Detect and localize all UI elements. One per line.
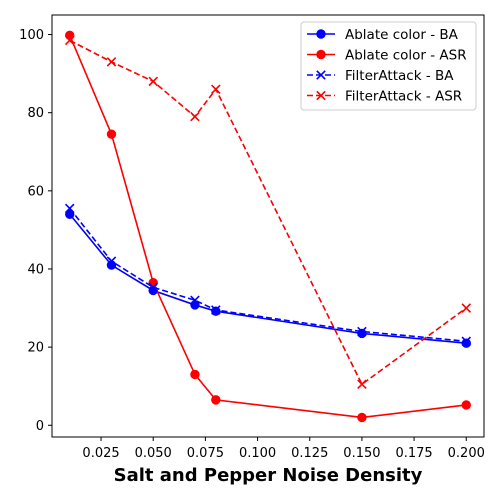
axis-ticks: 0.025 0.050 0.075 0.100 0.125 0.150 0.175 0.200… <box>19 28 485 461</box>
data-point <box>190 111 200 122</box>
data-point <box>148 76 158 87</box>
x-tick-label: 0.100 <box>239 446 276 461</box>
y-tick-label: 40 <box>27 262 44 277</box>
data-point <box>461 336 472 347</box>
series-2 <box>65 30 471 423</box>
data-point <box>357 326 367 337</box>
data-point <box>106 256 117 266</box>
legend-marker <box>316 90 326 101</box>
series-3 <box>64 203 472 347</box>
data-point <box>357 379 367 390</box>
data-point <box>106 129 117 139</box>
y-tick-label: 80 <box>27 106 44 121</box>
legend-item: Ablate color - BA <box>307 27 459 43</box>
y-tick-label: 100 <box>19 28 44 43</box>
data-point <box>64 35 75 46</box>
x-tick-label: 0.025 <box>82 446 119 461</box>
data-point <box>211 395 221 405</box>
data-point <box>211 305 221 315</box>
legend-marker <box>316 49 326 60</box>
legend: Ablate color - BA Ablate color - ASR Filte… <box>300 21 477 111</box>
legend-item: FilterAttack - ASR <box>307 89 462 105</box>
legend-label: Ablate color - ASR <box>345 48 467 64</box>
y-tick-label: 0 <box>36 419 44 434</box>
data-point <box>106 57 117 67</box>
x-tick-label: 0.075 <box>187 446 224 461</box>
data-point <box>148 282 158 293</box>
legend-label: Ablate color - BA <box>345 27 459 43</box>
x-tick-label: 0.200 <box>448 446 485 461</box>
y-tick-label: 60 <box>27 184 44 199</box>
legend-marker <box>316 29 326 39</box>
legend-box <box>300 21 477 111</box>
data-point <box>211 306 221 316</box>
x-axis-title: Salt and Pepper Noise Density <box>114 465 423 486</box>
x-tick-label: 0.150 <box>343 446 380 461</box>
y-tick-label: 20 <box>27 341 44 356</box>
x-tick-label: 0.175 <box>395 446 432 461</box>
data-point <box>211 84 221 95</box>
data-point <box>461 303 472 313</box>
plot-frame <box>51 14 485 438</box>
data-point <box>190 295 200 306</box>
data-point <box>64 203 75 214</box>
legend-item: Ablate color - ASR <box>307 48 467 64</box>
data-point <box>461 400 471 410</box>
x-tick-label: 0.050 <box>135 446 172 461</box>
plot-series <box>64 30 472 423</box>
legend-label: FilterAttack - ASR <box>345 89 462 105</box>
data-point <box>357 412 367 423</box>
legend-marker <box>316 70 326 80</box>
data-point <box>190 369 200 380</box>
series-4 <box>64 35 472 390</box>
legend-label: FilterAttack - BA <box>345 68 454 84</box>
legend-item: FilterAttack - BA <box>307 68 454 84</box>
x-tick-label: 0.125 <box>291 446 328 461</box>
